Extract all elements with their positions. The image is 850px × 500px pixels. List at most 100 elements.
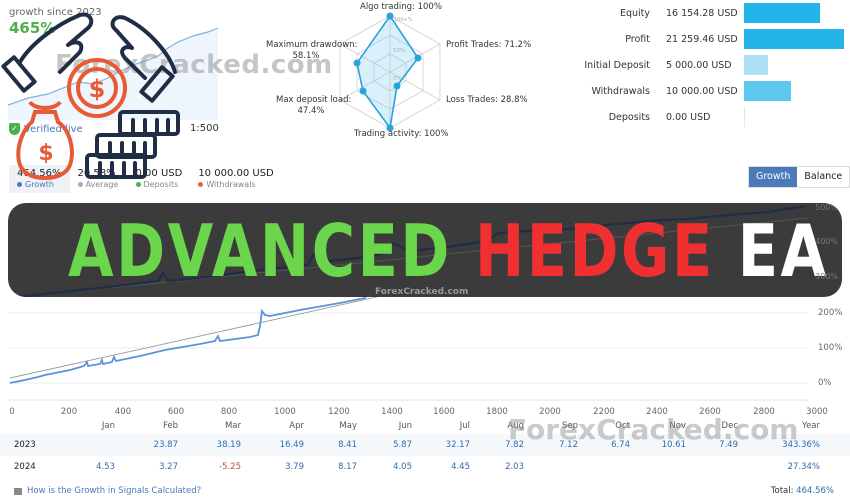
stat-growth[interactable]: 464.56% Growth (9, 165, 70, 193)
header-year: Year (802, 421, 820, 431)
radar-label-algo: Algo trading: 100% (360, 2, 442, 12)
account-withdrawals: Withdrawals 10 000.00 USD (570, 81, 791, 101)
header-jul: Jul (459, 421, 470, 431)
x-axis-label: 1400 (381, 407, 403, 417)
radar-label-activity: Trading activity: 100% (354, 129, 449, 139)
stat-label: Growth (25, 180, 54, 189)
legend-dot-icon (17, 182, 22, 187)
x-axis-label: 2800 (753, 407, 775, 417)
header-nov: Nov (669, 421, 686, 431)
header-apr: Apr (289, 421, 304, 431)
x-axis-label: 1200 (328, 407, 350, 417)
month-value: 38.19 (216, 440, 241, 450)
header-feb: Feb (162, 421, 178, 431)
table-row: 2023 23.87 38.19 16.49 8.41 5.87 32.17 7… (0, 434, 850, 456)
stat-withdrawals[interactable]: 10 000.00 USD Withdrawals (190, 165, 281, 193)
title-banner: ADVANCED HEDGE EA 500% 400% 300% (8, 203, 842, 297)
month-value: 2.03 (505, 462, 524, 472)
stat-label: Withdrawals (206, 180, 256, 189)
table-row: 2024 4.53 3.27 -5.25 3.79 8.17 4.05 4.45… (0, 456, 850, 478)
month-value: 8.41 (338, 440, 357, 450)
month-value: 8.17 (338, 462, 357, 472)
stat-value: 0.00 USD (135, 168, 183, 179)
growth-tab[interactable]: Growth (749, 167, 798, 187)
stat-label: Average (85, 180, 119, 189)
watermark-large: ForexCracked.com (508, 413, 799, 446)
verified-badge: ✓ Verified live (9, 123, 83, 135)
radar-label-drawdown-title: Maximum drawdown: (266, 40, 358, 50)
month-value: 4.05 (393, 462, 412, 472)
total-label: Total: (770, 486, 794, 496)
verified-text: Verified live (24, 123, 83, 135)
header-jan: Jan (101, 421, 115, 431)
x-axis-label: 600 (167, 407, 185, 417)
banner-title: ADVANCED HEDGE EA (68, 209, 829, 293)
x-axis-label: 400 (114, 407, 132, 417)
month-value: 4.53 (96, 462, 115, 472)
x-axis-label: 3000 (806, 407, 828, 417)
radar-label-deposit-load: Max deposit load: 47.4% (276, 95, 352, 117)
stat-deposits[interactable]: 0.00 USD Deposits (128, 165, 191, 193)
banner-word-hedge: HEDGE (474, 209, 715, 293)
x-axis-label: 2600 (699, 407, 721, 417)
y-axis-label: 500% (815, 203, 838, 212)
account-bar (744, 107, 745, 127)
month-value: 10.61 (661, 440, 686, 450)
month-value: 16.49 (279, 440, 304, 450)
svg-text:100+%: 100+% (394, 17, 413, 23)
growth-line-chart (8, 290, 808, 401)
radar-label-drawdown: Maximum drawdown: 58.1% (266, 40, 358, 62)
total-growth: Total: 464.56% (771, 486, 834, 496)
x-axis-label: 1600 (433, 407, 455, 417)
radar-label-drawdown-value: 58.1% (292, 51, 320, 61)
account-initial-deposit: Initial Deposit 5 000.00 USD (570, 55, 768, 75)
legend-dot-icon (135, 182, 141, 187)
radar-label-deposit-load-title: Max deposit load: (276, 95, 352, 105)
header-oct: Oct (615, 421, 630, 431)
account-value: 0.00 USD (666, 111, 711, 123)
account-label: Equity (619, 7, 650, 19)
account-bar (744, 29, 844, 49)
stat-value: 10 000.00 USD (198, 168, 274, 179)
shield-check-icon: ✓ (9, 123, 20, 135)
month-value: -5.25 (219, 462, 241, 472)
year-total: 343.36% (782, 440, 820, 450)
table-header-row: Jan Feb Mar Apr May Jun Jul Aug Sep Oct … (0, 418, 850, 434)
y-axis-label: 400% (815, 237, 838, 246)
stat-average[interactable]: 20.58% Average (70, 165, 128, 193)
total-value: 464.56% (796, 486, 834, 496)
x-axis-label: 1000 (274, 407, 296, 417)
account-bar (744, 3, 820, 23)
x-axis-label: 2400 (646, 407, 668, 417)
header-mar: Mar (224, 421, 241, 431)
account-label: Initial Deposit (584, 59, 650, 71)
header-aug: Aug (507, 421, 524, 431)
account-value: 21 259.46 USD (666, 33, 738, 45)
x-axis-label: 2200 (593, 407, 615, 417)
year-total: 27.34% (787, 462, 820, 472)
radar-chart: 100+% 50% 0% (339, 12, 441, 132)
account-bar (744, 81, 791, 101)
account-value: 10 000.00 USD (666, 85, 738, 97)
watermark-small: ForexCracked.com (375, 287, 469, 297)
banner-chart-lines (8, 204, 809, 297)
balance-tab[interactable]: Balance (797, 167, 850, 187)
stat-value: 464.56% (17, 168, 62, 179)
stat-value: 20.58% (77, 168, 116, 179)
y-axis-label: 100% (818, 343, 843, 353)
account-profit: Profit 21 259.46 USD (570, 29, 844, 49)
header-jun: Jun (398, 421, 412, 431)
book-icon (14, 487, 22, 495)
account-equity: Equity 16 154.28 USD (570, 3, 820, 23)
growth-calc-help-link[interactable]: How is the Growth in Signals Calculated? (14, 486, 201, 496)
header-dec: Dec (721, 421, 738, 431)
account-label: Profit (625, 33, 650, 45)
legend-dot-icon (77, 182, 83, 187)
month-value: 6.74 (611, 440, 630, 450)
header-may: May (339, 421, 357, 431)
help-link-text: How is the Growth in Signals Calculated? (27, 486, 202, 496)
month-value: 4.45 (451, 462, 470, 472)
radar-label-deposit-load-value: 47.4% (297, 106, 325, 116)
radar-label-loss: Loss Trades: 28.8% (446, 95, 528, 105)
summary-stats: 464.56% Growth 20.58% Average 0.00 USD D… (9, 165, 282, 193)
